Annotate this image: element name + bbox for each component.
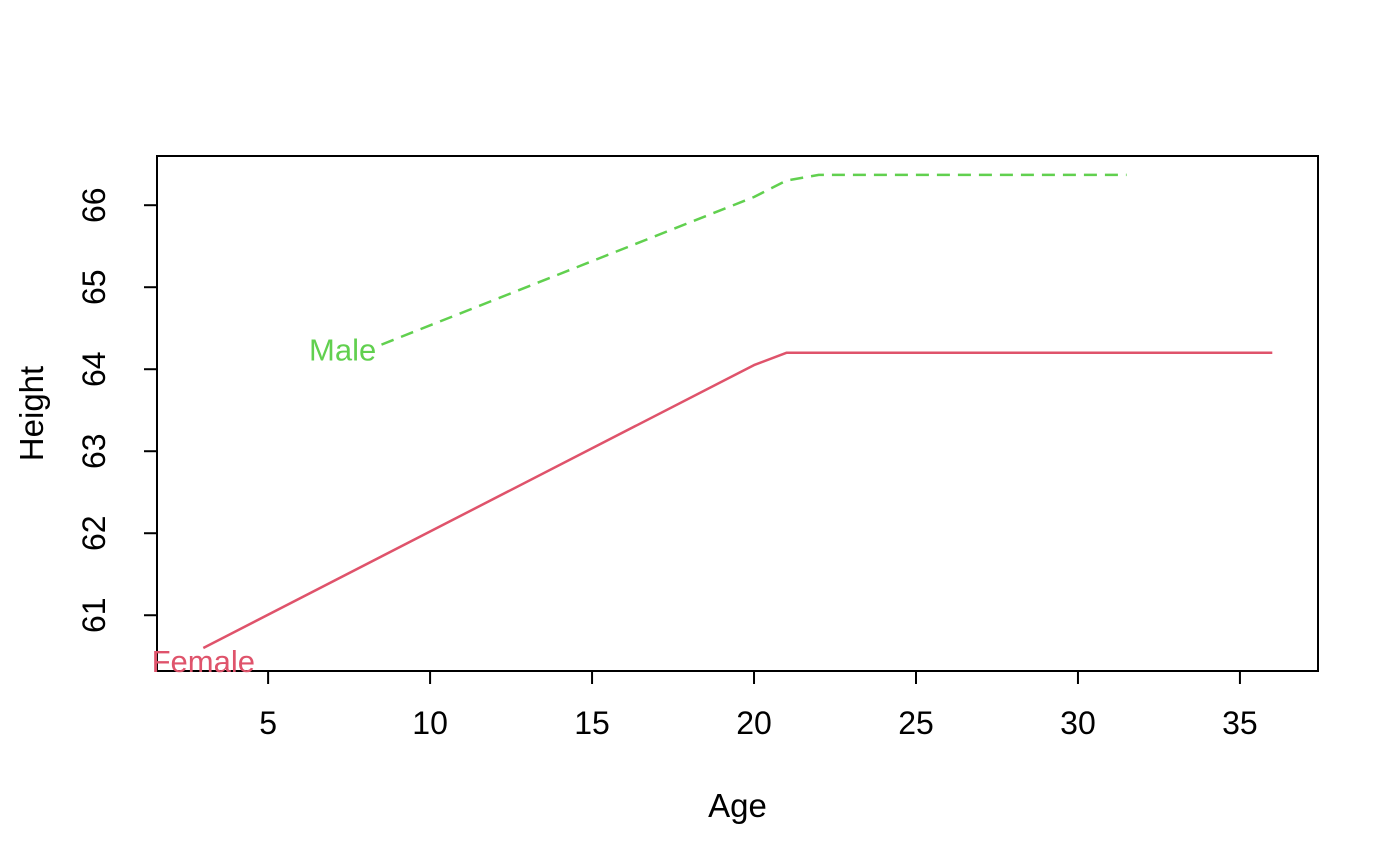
- plot-box: [156, 155, 1319, 672]
- x-axis-title: Age: [708, 787, 767, 824]
- series-line-female: [202, 351, 1273, 650]
- x-axis-tick-label: 25: [898, 705, 934, 741]
- x-axis-tick-label: 15: [574, 705, 610, 741]
- y-axis-tick-label: 65: [76, 269, 112, 305]
- y-axis-tick-label: 63: [76, 433, 112, 469]
- x-axis-tick-label: 10: [412, 705, 448, 741]
- x-axis-tick-label: 20: [736, 705, 772, 741]
- y-axis-tick-label: 61: [76, 597, 112, 633]
- x-axis-tick-label: 30: [1060, 705, 1096, 741]
- series-line-male: [381, 173, 1127, 346]
- y-axis-tick-label: 62: [76, 515, 112, 551]
- y-axis-tick-label: 64: [76, 351, 112, 387]
- series-label-male: Male: [309, 333, 376, 368]
- x-axis-tick-label: 5: [259, 705, 277, 741]
- y-axis-tick-label: 66: [76, 187, 112, 223]
- y-axis-title: Height: [13, 366, 50, 461]
- series-label-female: Female: [152, 644, 255, 679]
- x-axis-tick-label: 35: [1222, 705, 1258, 741]
